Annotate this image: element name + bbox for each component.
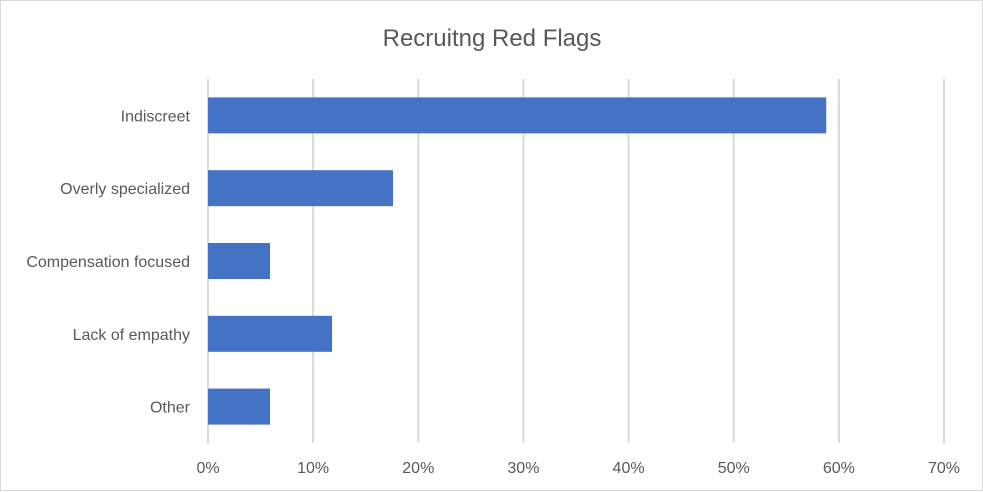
bar xyxy=(208,243,271,279)
category-label: Lack of empathy xyxy=(73,327,190,344)
gridlines xyxy=(207,79,945,443)
bar xyxy=(208,97,827,134)
x-tick-label: 0% xyxy=(196,460,219,477)
category-label: Other xyxy=(150,400,191,417)
x-tick-label: 40% xyxy=(613,460,645,477)
bar xyxy=(208,170,394,207)
x-tick-label: 10% xyxy=(297,460,329,477)
x-tick-labels: 0% 10% 20% 30% 40% 50% 60% 70% xyxy=(196,460,960,477)
x-tick-label: 30% xyxy=(507,460,539,477)
x-tick-label: 70% xyxy=(928,460,960,477)
category-labels: Indiscreet Overly specialized Compensation… xyxy=(26,108,190,416)
x-tick-label: 60% xyxy=(823,460,855,477)
bar xyxy=(208,315,333,352)
category-label: Indiscreet xyxy=(121,108,191,125)
category-label: Overly specialized xyxy=(60,181,190,198)
x-tick-label: 20% xyxy=(402,460,434,477)
category-label: Compensation focused xyxy=(26,254,190,271)
bar xyxy=(208,388,271,425)
chart-title: Recruitng Red Flags xyxy=(383,25,602,52)
x-tick-label: 50% xyxy=(718,460,750,477)
bars xyxy=(208,97,827,425)
